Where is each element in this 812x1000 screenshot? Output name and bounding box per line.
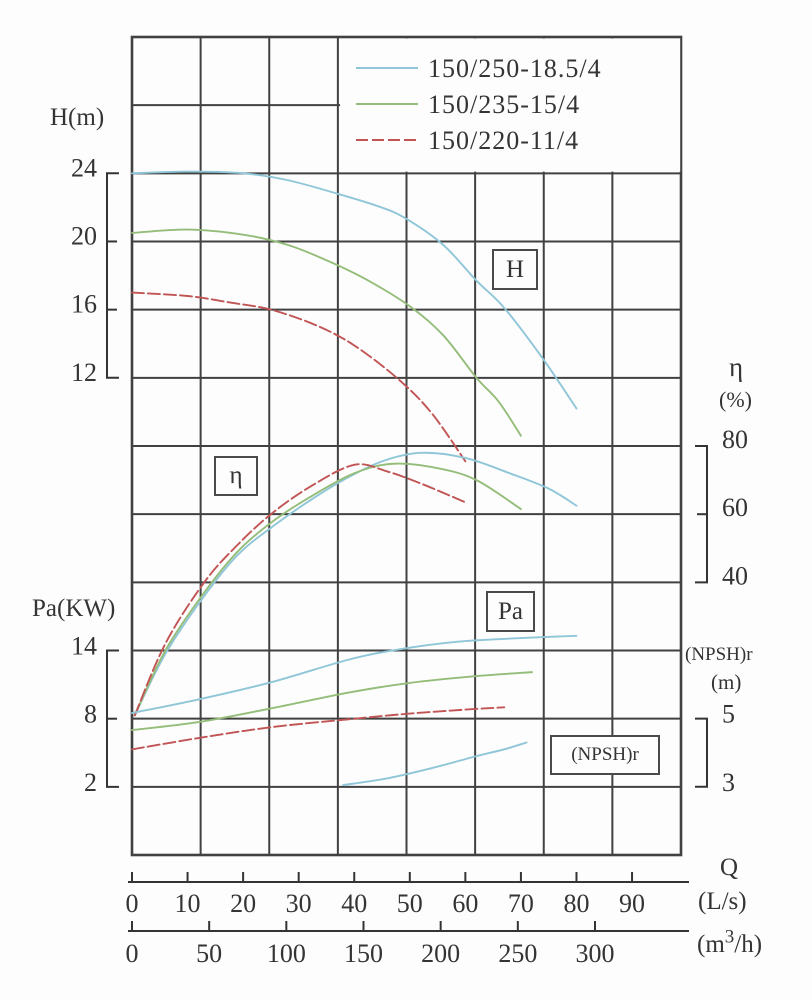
q-m3h-tick-label: 50 (196, 939, 222, 968)
legend-label-150-220: 150/220-11/4 (428, 126, 580, 155)
npshr-axis-unit: (m) (711, 670, 742, 694)
q-m3h-tick-label: 250 (498, 939, 537, 968)
h-axis-tick-label: 12 (71, 358, 97, 387)
legend-label-150-250: 150/250-18.5/4 (428, 54, 602, 83)
npshr-axis-bracket (695, 717, 708, 788)
h-axis-tick-label: 24 (71, 153, 97, 182)
H-curve-150-220-11-4 (131, 291, 467, 463)
q-m3h-tick-label: 300 (576, 939, 615, 968)
h-axis-tick-label: 20 (71, 221, 97, 250)
eta-curve-150-220-11-4 (133, 463, 467, 717)
eta-curve-label-box: η (214, 456, 258, 496)
m3h-sup: 3 (724, 926, 735, 948)
pa-axis-tick-label: 14 (71, 632, 97, 661)
q-ls-tick-label: 70 (508, 889, 534, 918)
q-m3h-tick-label: 200 (421, 939, 460, 968)
npshr-axis-tick-label: 5 (722, 700, 735, 729)
q-ls-tick-label: 20 (230, 889, 256, 918)
npshr-axis-tick-label: 3 (722, 768, 735, 797)
eta-axis-tick-label: 60 (722, 493, 748, 522)
q-ls-tick-label: 0 (126, 889, 139, 918)
Pa-curve-150-250-18-5-4 (131, 634, 578, 714)
q-m3h-tick-label: 150 (344, 939, 383, 968)
q-m3h-tick-label: 0 (126, 939, 139, 968)
q-axis-unit-m3h: (m3/h) (697, 928, 763, 958)
legend-background (340, 38, 681, 172)
eta-axis-tick-label: 40 (722, 561, 748, 590)
q-axis-unit-ls: (L/s) (698, 888, 747, 915)
h-axis-tick-label: 16 (71, 290, 97, 319)
q-ls-tick-label: 10 (175, 889, 201, 918)
q-ls-tick-label: 60 (452, 889, 478, 918)
m3h-open: (m (697, 931, 725, 958)
q-m3h-tick-label: 100 (267, 939, 306, 968)
eta-curve-150-250-18-5-4 (133, 451, 578, 717)
q-ls-tick-label: 40 (341, 889, 367, 918)
m3h-close: /h) (734, 931, 763, 958)
eta-axis-title: η (729, 352, 744, 382)
q-ls-tick-label: 90 (619, 889, 645, 918)
H-curve-150-250-18-5-4 (131, 170, 578, 410)
q-ls-tick-label: 50 (397, 889, 423, 918)
legend-label-150-235: 150/235-15/4 (428, 90, 581, 119)
h-curve-label-box: H (492, 249, 538, 290)
Pa-curve-150-220-11-4 (131, 706, 506, 751)
q-ls-tick-label: 30 (286, 889, 312, 918)
q-ls-tick-label: 80 (563, 889, 589, 918)
npshr-axis-title: (NPSH)r (685, 644, 753, 665)
pa-axis-title: Pa(KW) (32, 595, 116, 622)
pa-axis-tick-label: 8 (84, 700, 97, 729)
q-axis-title: Q (720, 854, 739, 881)
h-axis-bracket (106, 172, 119, 379)
pa-curve-label-box: Pa (486, 591, 535, 632)
h-axis-title: H(m) (50, 104, 105, 131)
plot-border (130, 35, 683, 857)
pa-axis-tick-label: 2 (84, 768, 97, 797)
eta-curve-150-235-15-4 (133, 462, 522, 717)
npshr-curve-label-box: (NPSH)r (550, 735, 660, 775)
eta-axis-unit: (%) (719, 387, 752, 412)
H-curve-150-235-15-4 (131, 228, 522, 437)
npshr-curve-150-250-18-5-4 (342, 741, 528, 787)
eta-axis-tick-label: 80 (722, 425, 748, 454)
Pa-curve-150-235-15-4 (131, 671, 533, 732)
